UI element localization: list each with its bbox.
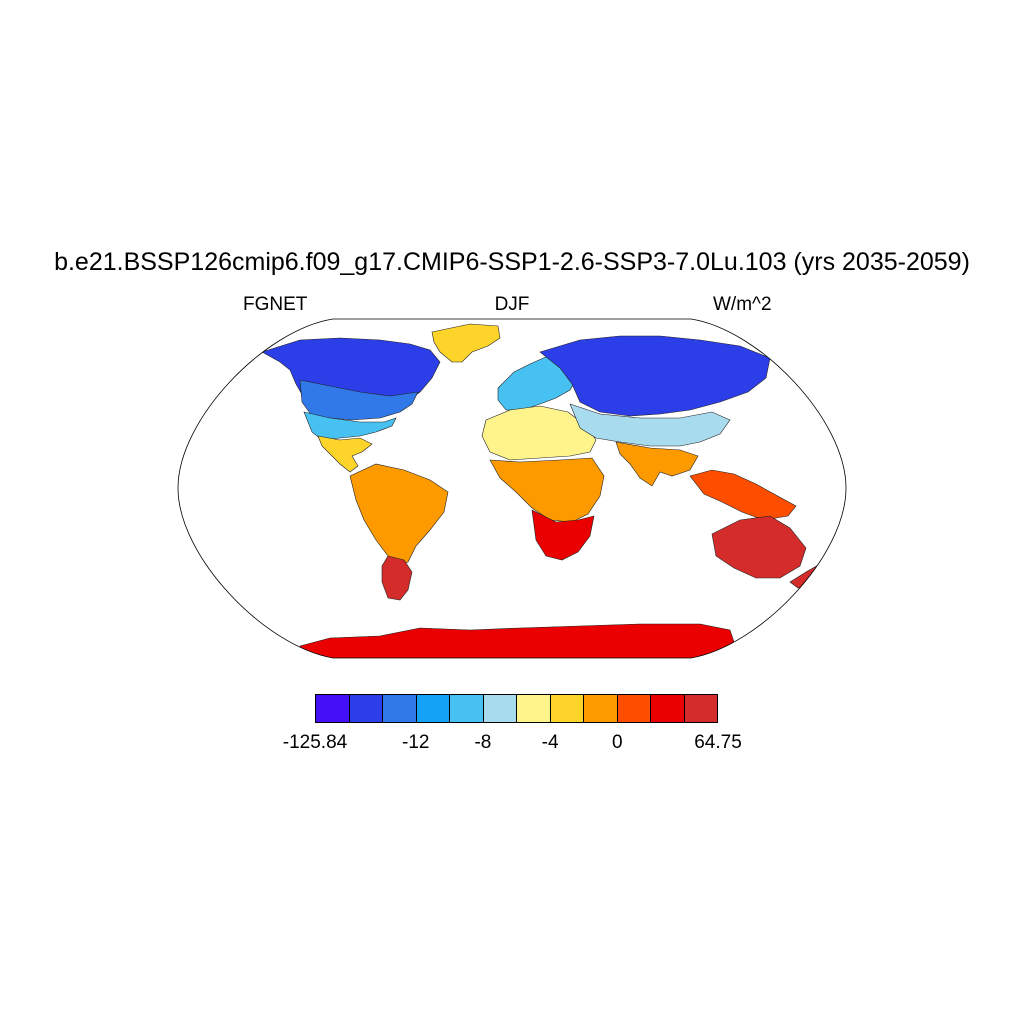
south-america-region (349, 463, 449, 567)
central-africa-region (489, 457, 605, 523)
colorbar-box-8 (584, 695, 618, 722)
colorbar-tick-label: 0 (611, 732, 623, 753)
colorbar-box-5 (483, 695, 517, 722)
southern-africa-region (531, 509, 595, 561)
colorbar-box-4 (450, 695, 484, 722)
units-label: W/m^2 (713, 294, 772, 315)
southeast-asia-region (689, 469, 797, 521)
patagonia-region (381, 555, 413, 601)
colorbar (315, 694, 718, 723)
colorbar-box-6 (517, 695, 551, 722)
colorbar-box-0 (316, 695, 350, 722)
central-america-region (317, 435, 373, 473)
greenland-region (431, 323, 501, 363)
colorbar-tick-label: -125.84 (282, 732, 348, 753)
colorbar-box-1 (349, 695, 383, 722)
siberia-region (539, 335, 771, 417)
colorbar-tick-label: -12 (402, 732, 430, 753)
colorbar-box-9 (617, 695, 651, 722)
season-label: DJF (494, 294, 530, 315)
north-africa-region (481, 405, 597, 461)
colorbar-box-2 (383, 695, 417, 722)
colorbar-box-3 (416, 695, 450, 722)
colorbar-tick-label: 64.75 (694, 732, 742, 753)
colorbar-box-7 (550, 695, 584, 722)
map-outline (177, 318, 847, 659)
south-asia-region (615, 441, 699, 487)
variable-label: FGNET (243, 294, 308, 315)
australia-region (711, 515, 807, 579)
colorbar-box-10 (651, 695, 685, 722)
plot-title: b.e21.BSSP126cmip6.f09_g17.CMIP6-SSP1-2.… (54, 248, 970, 276)
colorbar-box-11 (684, 695, 717, 722)
colorbar-tick-label: -4 (541, 732, 559, 753)
central-asia-region (569, 403, 731, 447)
colorbar-tick-label: -8 (474, 732, 492, 753)
antarctica-region (299, 623, 741, 658)
